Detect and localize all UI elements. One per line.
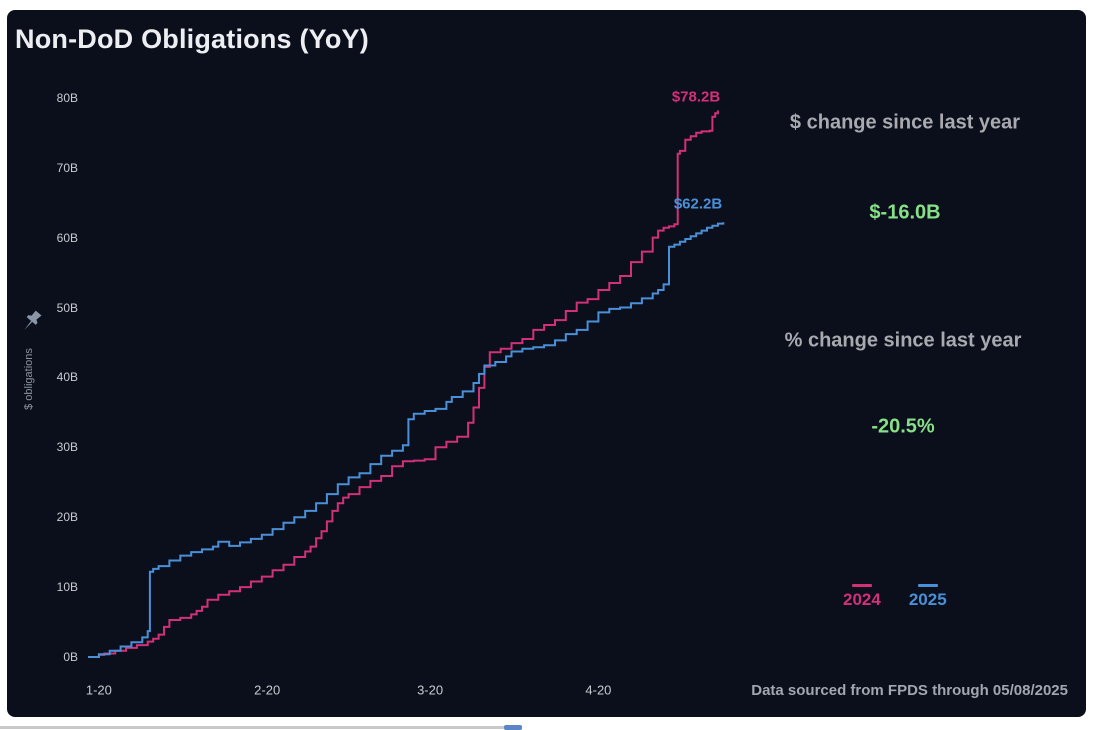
legend: 2024 2025 [843, 584, 947, 610]
chart-panel: Non-DoD Obligations (YoY) $ obligations … [7, 10, 1086, 717]
y-tick-label: 80B [56, 90, 78, 105]
x-tick-label: 4-20 [585, 682, 612, 698]
legend-item-2024[interactable]: 2024 [843, 584, 881, 610]
y-tick-label: 30B [56, 440, 78, 455]
horizontal-scrollbar[interactable] [0, 726, 522, 729]
line-series-2024[interactable] [93, 110, 719, 658]
dollar-change-header: $ change since last year [789, 111, 1021, 134]
y-tick-label: 50B [56, 300, 78, 315]
y-tick-label: 60B [56, 230, 78, 245]
pct-change-value: -20.5% [871, 415, 935, 438]
legend-label-2024: 2024 [843, 590, 881, 609]
legend-label-2025: 2025 [908, 590, 947, 609]
y-tick-label: 10B [56, 580, 78, 595]
x-tick-label: 2-20 [254, 682, 281, 698]
y-tick-label: 20B [56, 510, 78, 525]
y-tick-label: 0B [63, 650, 78, 664]
y-tick-label: 70B [56, 160, 78, 175]
y-axis-title: $ obligations [23, 348, 35, 410]
chart-plot-area[interactable] [7, 10, 1086, 717]
chart-title: Non-DoD Obligations (YoY) [15, 24, 369, 54]
pct-change-header: % change since last year [784, 329, 1022, 352]
scrollbar-thumb[interactable] [504, 725, 522, 730]
end-label-2024: $78.2B [671, 88, 721, 106]
x-tick-label: 3-20 [417, 682, 444, 698]
legend-dash-2025 [917, 584, 938, 587]
x-tick-label: 1-20 [85, 682, 112, 698]
end-label-2025: $62.2B [673, 195, 723, 213]
line-series-2025[interactable] [88, 222, 725, 658]
legend-dash-2024 [851, 584, 872, 587]
y-tick-label: 40B [56, 370, 78, 385]
source-note: Data sourced from FPDS through 05/08/202… [751, 682, 1068, 699]
dollar-change-value: $-16.0B [869, 201, 941, 224]
pushpin-icon[interactable] [19, 307, 45, 337]
legend-item-2025[interactable]: 2025 [909, 584, 947, 610]
